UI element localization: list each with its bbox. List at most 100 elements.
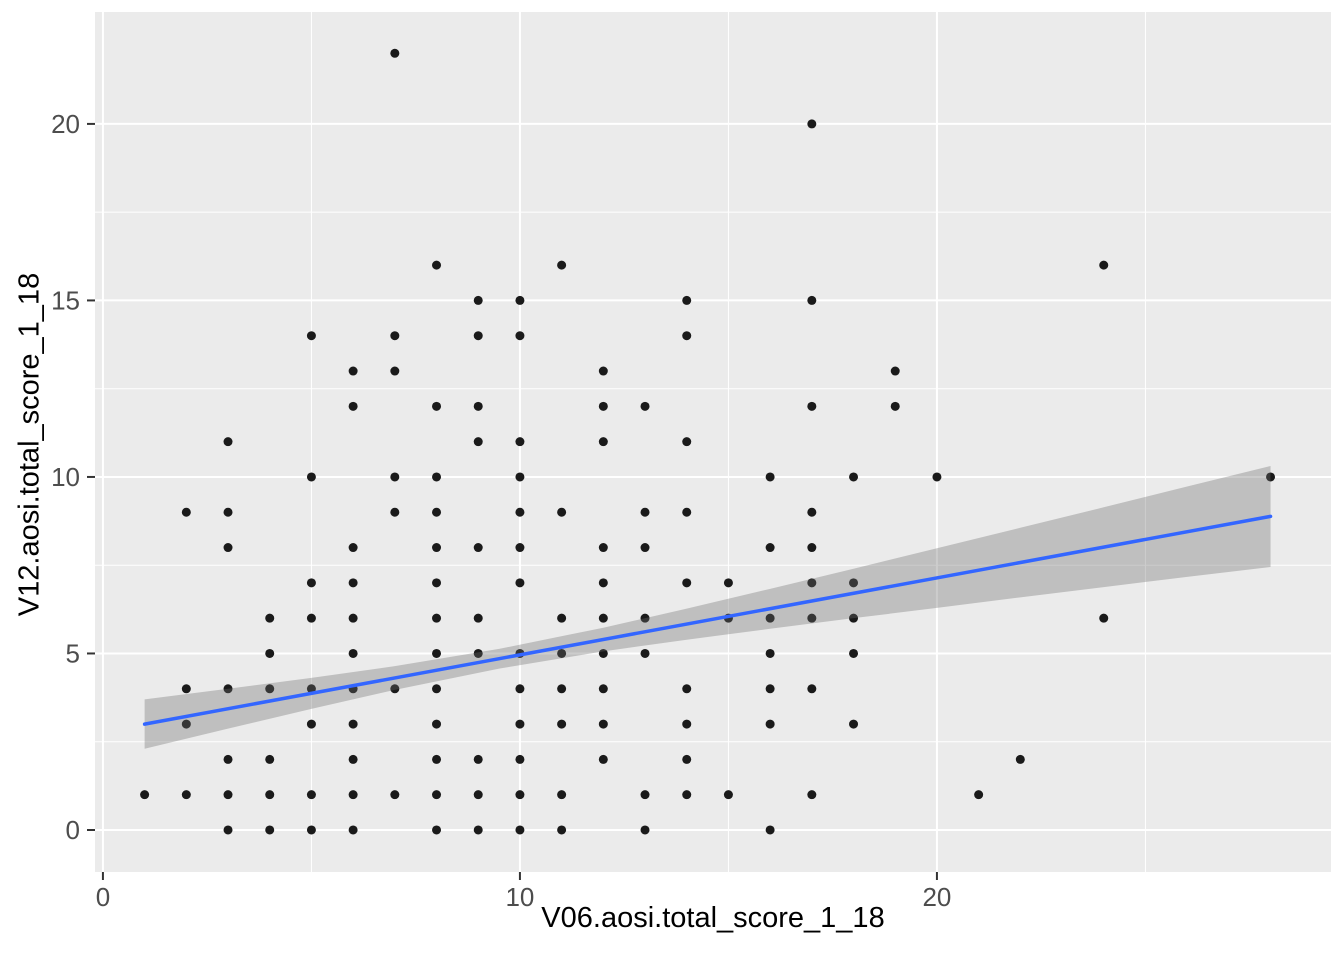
- data-point: [682, 507, 692, 517]
- data-point: [557, 260, 567, 270]
- data-point: [598, 613, 608, 623]
- data-point: [515, 295, 525, 305]
- data-point: [765, 543, 775, 553]
- data-point: [557, 825, 567, 835]
- data-point: [473, 754, 483, 764]
- y-tick-label: 0: [66, 815, 80, 845]
- data-point: [890, 401, 900, 411]
- data-point: [682, 295, 692, 305]
- data-point: [473, 613, 483, 623]
- data-point: [390, 472, 400, 482]
- data-point: [348, 790, 358, 800]
- data-point: [807, 119, 817, 129]
- data-point: [432, 401, 442, 411]
- data-point: [682, 754, 692, 764]
- data-point: [557, 613, 567, 623]
- data-point: [432, 472, 442, 482]
- data-point: [390, 366, 400, 376]
- y-axis-title: V12.aosi.total_score_1_18: [13, 272, 46, 617]
- data-point: [598, 578, 608, 588]
- data-point: [515, 437, 525, 447]
- data-point: [265, 648, 275, 658]
- data-point: [765, 825, 775, 835]
- data-point: [265, 684, 275, 694]
- y-tick-label: 5: [66, 638, 80, 668]
- data-point: [348, 719, 358, 729]
- data-point: [682, 437, 692, 447]
- data-point: [390, 331, 400, 341]
- data-point: [140, 790, 150, 800]
- data-point: [390, 684, 400, 694]
- data-point: [390, 790, 400, 800]
- data-point: [223, 507, 233, 517]
- data-point: [598, 719, 608, 729]
- regression-line: [142, 514, 1273, 726]
- data-point: [223, 437, 233, 447]
- x-tick-label: 10: [505, 882, 534, 912]
- data-point: [849, 472, 859, 482]
- data-point: [181, 719, 191, 729]
- data-point: [807, 543, 817, 553]
- data-point: [1015, 754, 1025, 764]
- data-point: [849, 648, 859, 658]
- y-tick-label: 10: [51, 462, 80, 492]
- data-point: [849, 719, 859, 729]
- data-point: [557, 719, 567, 729]
- data-point: [723, 578, 733, 588]
- data-point: [807, 295, 817, 305]
- data-point: [473, 543, 483, 553]
- data-point: [807, 684, 817, 694]
- data-point: [598, 437, 608, 447]
- data-point: [265, 790, 275, 800]
- data-point: [306, 790, 316, 800]
- data-point: [306, 684, 316, 694]
- data-point: [515, 507, 525, 517]
- data-point: [265, 613, 275, 623]
- data-point: [306, 472, 316, 482]
- data-point: [306, 578, 316, 588]
- data-point: [432, 648, 442, 658]
- data-point: [515, 472, 525, 482]
- data-point: [1266, 472, 1276, 482]
- x-axis-title: V06.aosi.total_score_1_18: [541, 902, 885, 934]
- data-point: [515, 684, 525, 694]
- data-point: [682, 578, 692, 588]
- data-point: [515, 825, 525, 835]
- data-point: [682, 684, 692, 694]
- data-point: [598, 684, 608, 694]
- confidence-ribbon: [144, 466, 1271, 749]
- data-point: [890, 366, 900, 376]
- data-point: [598, 543, 608, 553]
- data-point: [432, 507, 442, 517]
- data-point: [181, 507, 191, 517]
- data-point: [473, 790, 483, 800]
- data-point: [265, 754, 275, 764]
- data-point: [432, 260, 442, 270]
- data-point: [390, 507, 400, 517]
- data-point: [348, 366, 358, 376]
- data-point: [473, 401, 483, 411]
- x-tick-label: 0: [96, 882, 110, 912]
- data-point: [515, 543, 525, 553]
- data-point: [223, 754, 233, 764]
- data-point: [348, 825, 358, 835]
- data-point: [557, 684, 567, 694]
- data-point: [682, 719, 692, 729]
- data-point: [849, 613, 859, 623]
- data-point: [640, 825, 650, 835]
- data-point: [306, 613, 316, 623]
- data-point: [557, 507, 567, 517]
- data-point: [306, 719, 316, 729]
- data-point: [640, 790, 650, 800]
- data-point: [765, 648, 775, 658]
- data-point: [598, 648, 608, 658]
- data-point: [640, 401, 650, 411]
- data-point: [598, 401, 608, 411]
- data-point: [432, 578, 442, 588]
- data-point: [557, 648, 567, 658]
- data-point: [223, 684, 233, 694]
- data-point: [598, 754, 608, 764]
- data-point: [1099, 260, 1109, 270]
